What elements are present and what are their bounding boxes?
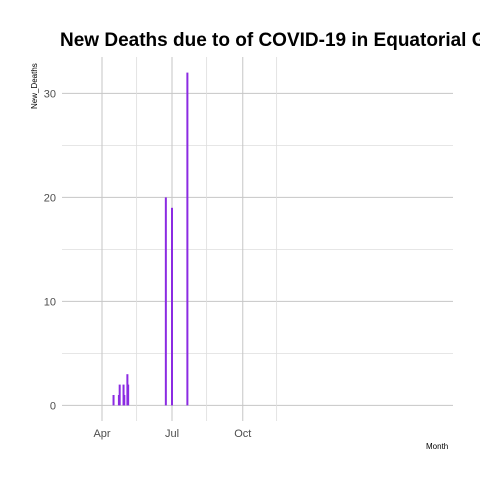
y-tick-label: 30	[44, 88, 56, 100]
y-tick-labels: 0 10 20 30	[44, 88, 56, 412]
x-tick-label: Apr	[93, 428, 110, 440]
y-axis-label: New_Deaths	[30, 63, 39, 109]
x-tick-labels: Apr Jul Oct	[93, 428, 251, 440]
x-tick-label: Oct	[234, 428, 251, 440]
bar	[164, 197, 167, 406]
bars	[112, 72, 189, 406]
x-tick-label: Jul	[165, 428, 179, 440]
y-tick-label: 10	[44, 296, 56, 308]
bar	[118, 384, 121, 406]
grid	[62, 57, 453, 421]
bar	[171, 207, 173, 406]
y-tick-label: 0	[50, 400, 56, 412]
y-tick-label: 20	[44, 192, 56, 204]
chart-title: New Deaths due to of COVID-19 in Equator…	[60, 30, 480, 51]
x-axis-label: Month	[426, 442, 448, 451]
bar	[127, 384, 130, 406]
bar	[186, 72, 189, 406]
bar	[123, 395, 126, 406]
bar	[112, 395, 115, 406]
